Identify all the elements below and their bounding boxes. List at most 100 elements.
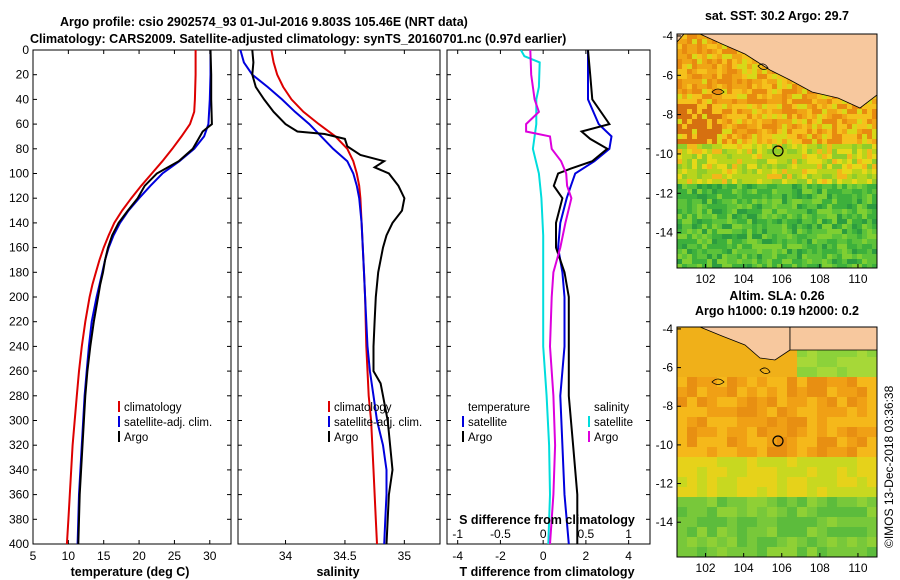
sst-map-cell: [797, 199, 802, 204]
sst-map-cell: [677, 229, 682, 234]
sst-map-cell: [717, 209, 722, 214]
sla-map-cell: [677, 417, 687, 427]
sst-map-cell: [797, 104, 802, 109]
sst-map-cell: [717, 154, 722, 159]
sst-map-cell: [847, 114, 852, 119]
sst-map-cell: [807, 204, 812, 209]
sla-map-cell: [787, 477, 797, 487]
sla-map-cell: [757, 477, 767, 487]
sst-map-cell: [787, 179, 792, 184]
sst-map-cell: [787, 224, 792, 229]
sst-map-cell: [737, 69, 742, 74]
sla-map-cell: [817, 527, 827, 537]
sst-map-cell: [832, 219, 837, 224]
sst-map-cell: [842, 169, 847, 174]
sst-map-cell: [867, 119, 872, 124]
sla-map-cell: [697, 397, 707, 407]
sst-map-cell: [817, 199, 822, 204]
sst-map-cell: [687, 134, 692, 139]
sst-map-cell: [717, 254, 722, 259]
sst-map-cell: [727, 179, 732, 184]
sst-map-cell: [757, 89, 762, 94]
sst-map-cell: [817, 144, 822, 149]
sst-map-cell: [792, 109, 797, 114]
sst-map-cell: [707, 114, 712, 119]
sst-map-cell: [847, 239, 852, 244]
sst-map-cell: [737, 209, 742, 214]
sst-map-cell: [732, 234, 737, 239]
sst-map-cell: [742, 249, 747, 254]
sst-map-cell: [782, 114, 787, 119]
sst-map-cell: [697, 219, 702, 224]
sla-map-cell: [727, 487, 737, 497]
sst-map-cell: [687, 89, 692, 94]
sst-map-cell: [837, 109, 842, 114]
sla-map-cell: [687, 447, 697, 457]
sst-map-cell: [752, 59, 757, 64]
sla-map-cell: [857, 427, 867, 437]
sst-map-cell: [747, 99, 752, 104]
sst-map-cell: [757, 119, 762, 124]
sla-map-cell: [757, 377, 767, 387]
sst-map-cell: [772, 244, 777, 249]
sst-map-cell: [707, 254, 712, 259]
sla-map-cell: [767, 397, 777, 407]
sst-map-cell: [792, 204, 797, 209]
sst-map-cell: [822, 224, 827, 229]
sst-map-cell: [772, 94, 777, 99]
sla-map-cell: [777, 467, 787, 477]
sst-map-cell: [772, 134, 777, 139]
sst-map-cell: [867, 259, 872, 264]
sst-map-cell: [677, 114, 682, 119]
sst-map-cell: [767, 204, 772, 209]
sst-map-cell: [712, 204, 717, 209]
sla-map-cell: [777, 457, 787, 467]
sla-map-xtick-label: 110: [848, 561, 867, 575]
sst-map-cell: [742, 244, 747, 249]
sst-map-cell: [702, 74, 707, 79]
sst-map-cell: [687, 129, 692, 134]
sst-map-cell: [692, 74, 697, 79]
sst-map-cell: [727, 259, 732, 264]
sla-map-cell: [867, 457, 877, 467]
sst-map-cell: [697, 194, 702, 199]
sst-map-cell: [762, 179, 767, 184]
difference-panel-frame: [446, 49, 651, 545]
sst-map-cell: [867, 104, 872, 109]
sst-map-cell: [692, 94, 697, 99]
sst-map-cell: [742, 189, 747, 194]
sst-map-xtick-label: 108: [810, 272, 830, 286]
sst-map-cell: [777, 239, 782, 244]
sst-map-cell: [687, 234, 692, 239]
sla-map-cell: [717, 397, 727, 407]
sst-map-cell: [677, 244, 682, 249]
sst-map-cell: [852, 219, 857, 224]
sst-map-cell: [817, 259, 822, 264]
sla-map-cell: [837, 487, 847, 497]
sst-map-cell: [777, 259, 782, 264]
sla-map-cell: [777, 507, 787, 517]
sla-map-cell: [757, 527, 767, 537]
sst-map-cell: [762, 99, 767, 104]
sst-map-cell: [717, 264, 722, 268]
sst-map-cell: [737, 229, 742, 234]
sst-map-cell: [712, 44, 717, 49]
sst-map-cell: [757, 209, 762, 214]
sst-map-cell: [822, 99, 827, 104]
sst-map-cell: [737, 189, 742, 194]
sst-map-cell: [857, 259, 862, 264]
sst-map-cell: [707, 234, 712, 239]
sst-map-cell: [687, 59, 692, 64]
sst-map-cell: [732, 89, 737, 94]
sla-map-cell: [817, 487, 827, 497]
sla-map-cell: [757, 457, 767, 467]
temperature-panel: 0204060801001201401601802002202402602803…: [9, 43, 232, 563]
sst-map-cell: [742, 149, 747, 154]
sst-map-cell: [682, 124, 687, 129]
sst-map-cell: [727, 74, 732, 79]
sst-map-cell: [837, 164, 842, 169]
sst-map-cell: [832, 244, 837, 249]
sst-map-cell: [742, 134, 747, 139]
sst-map-cell: [807, 179, 812, 184]
sst-map-cell: [702, 209, 707, 214]
